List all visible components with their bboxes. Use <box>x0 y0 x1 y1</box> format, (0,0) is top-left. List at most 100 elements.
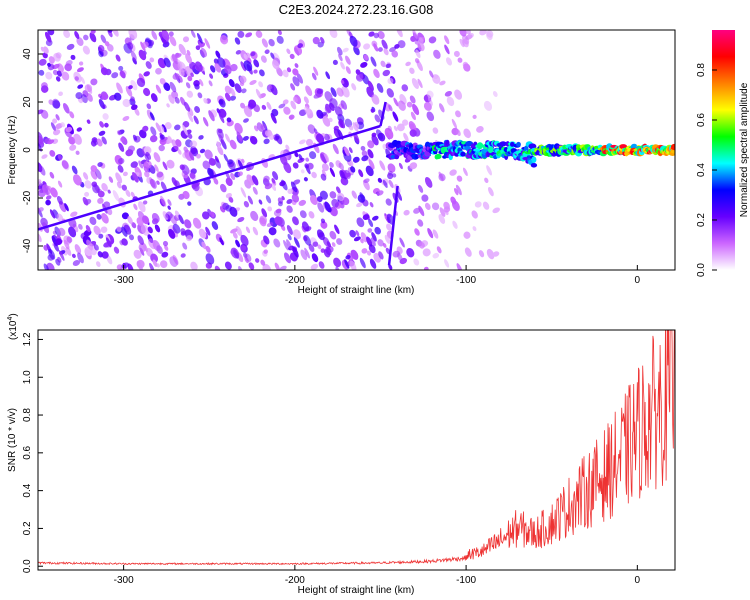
heatmap-noise-cell <box>271 108 279 117</box>
heatmap-noise-cell <box>329 230 337 240</box>
heatmap-noise-cell <box>133 249 142 259</box>
heatmap-noise-cell <box>44 137 51 144</box>
heatmap-noise-cell <box>250 136 258 145</box>
heatmap-noise-cell <box>484 177 489 183</box>
heatmap-noise-cell <box>240 234 249 246</box>
heatmap-noise-cell <box>75 92 83 100</box>
heatmap-noise-cell <box>136 259 145 269</box>
heatmap-noise-cell <box>46 262 55 270</box>
heatmap-noise-cell <box>145 151 152 160</box>
heatmap-noise-cell <box>312 36 320 45</box>
heatmap-noise-cell <box>142 215 150 225</box>
heatmap-noise-cell <box>146 103 152 110</box>
heatmap-noise-cell <box>52 129 61 136</box>
heatmap-noise-cell <box>247 195 254 205</box>
heatmap-noise-cell <box>297 43 304 49</box>
heatmap-noise-cell <box>230 247 240 259</box>
heatmap-noise-cell <box>76 67 84 73</box>
heatmap-noise-cell <box>63 239 70 250</box>
heatmap-noise-cell <box>299 109 307 117</box>
heatmap-noise-cell <box>472 226 477 232</box>
heatmap-noise-cell <box>166 159 175 169</box>
heatmap-noise-cell <box>101 213 109 224</box>
heatmap-noise-cell <box>128 85 133 90</box>
heatmap-noise-cell <box>368 244 376 254</box>
heatmap-noise-cell <box>43 46 49 54</box>
heatmap-noise-cell <box>300 169 305 174</box>
heatmap-noise-cell <box>286 48 291 55</box>
heatmap-noise-cell <box>149 135 158 143</box>
heatmap-noise-cell <box>229 206 238 217</box>
heatmap-noise-cell <box>148 238 156 250</box>
heatmap-noise-cell <box>219 35 229 45</box>
heatmap-noise-cell <box>252 186 258 195</box>
heatmap-noise-cell <box>127 42 134 50</box>
heatmap-noise-cell <box>86 119 91 124</box>
heatmap-noise-cell <box>287 233 292 241</box>
heatmap-noise-cell <box>230 87 236 97</box>
heatmap-noise-cell <box>259 69 265 77</box>
heatmap-noise-cell <box>131 222 137 229</box>
heatmap-noise-cell <box>66 43 75 50</box>
heatmap-noise-cell <box>317 244 322 250</box>
heatmap-noise-cell <box>487 186 494 197</box>
heatmap-noise-cell <box>161 251 169 258</box>
heatmap-noise-cell <box>119 137 125 142</box>
heatmap-noise-cell <box>125 86 133 97</box>
heatmap-noise-cell <box>164 122 172 130</box>
heatmap-marks <box>38 30 675 270</box>
heatmap-noise-cell <box>371 215 379 221</box>
heatmap-noise-cell <box>292 162 299 169</box>
heatmap-noise-cell <box>386 88 394 98</box>
heatmap-noise-cell <box>324 106 331 114</box>
heatmap-signal-cell <box>670 150 675 154</box>
heatmap-noise-cell <box>292 216 299 226</box>
heatmap-noise-cell <box>379 160 386 171</box>
heatmap-noise-cell <box>454 188 459 196</box>
heatmap-noise-cell <box>360 238 364 244</box>
heatmap-signal-cell <box>476 142 484 150</box>
heatmap-noise-cell <box>292 229 302 240</box>
heatmap-noise-cell <box>282 99 289 105</box>
heatmap-noise-cell <box>220 183 227 193</box>
heatmap-noise-cell <box>116 264 123 270</box>
heatmap-noise-cell <box>294 152 299 158</box>
heatmap-noise-cell <box>387 78 394 85</box>
heatmap-noise-cell <box>198 42 206 48</box>
heatmap-noise-cell <box>229 139 237 150</box>
heatmap-noise-cell <box>264 183 273 190</box>
heatmap-noise-cell <box>112 190 120 202</box>
x-tick-label: -200 <box>285 275 305 286</box>
heatmap-noise-cell <box>316 229 325 241</box>
heatmap-noise-cell <box>92 184 100 194</box>
heatmap-noise-cell <box>113 246 120 254</box>
heatmap-noise-cell <box>62 103 70 114</box>
heatmap-noise-cell <box>139 129 147 139</box>
heatmap-noise-cell <box>338 162 344 170</box>
heatmap-noise-cell <box>242 135 249 141</box>
heatmap-noise-cell <box>69 111 75 119</box>
heatmap-noise-cell <box>329 191 337 199</box>
heatmap-noise-cell <box>336 192 345 201</box>
heatmap-noise-cell <box>349 229 356 238</box>
heatmap-streak <box>379 101 387 127</box>
heatmap-noise-cell <box>44 31 52 43</box>
heatmap-noise-cell <box>367 149 374 159</box>
heatmap-noise-cell <box>342 47 349 53</box>
heatmap-x-label: Height of straight line (km) <box>298 285 415 296</box>
heatmap-noise-cell <box>162 240 169 247</box>
heatmap-noise-cell <box>159 134 165 140</box>
heatmap-noise-cell <box>305 85 313 96</box>
heatmap-noise-cell <box>204 149 213 160</box>
heatmap-noise-cell <box>313 128 318 134</box>
heatmap-noise-cell <box>202 117 209 127</box>
heatmap-noise-cell <box>77 252 84 264</box>
heatmap-noise-cell <box>38 165 46 176</box>
heatmap-noise-cell <box>418 184 424 193</box>
heatmap-noise-cell <box>72 259 81 267</box>
heatmap-noise-cell <box>270 112 277 124</box>
heatmap-noise-cell <box>263 138 270 145</box>
heatmap-noise-cell <box>349 35 358 47</box>
heatmap-noise-cell <box>203 98 208 104</box>
heatmap-noise-cell <box>49 150 56 157</box>
